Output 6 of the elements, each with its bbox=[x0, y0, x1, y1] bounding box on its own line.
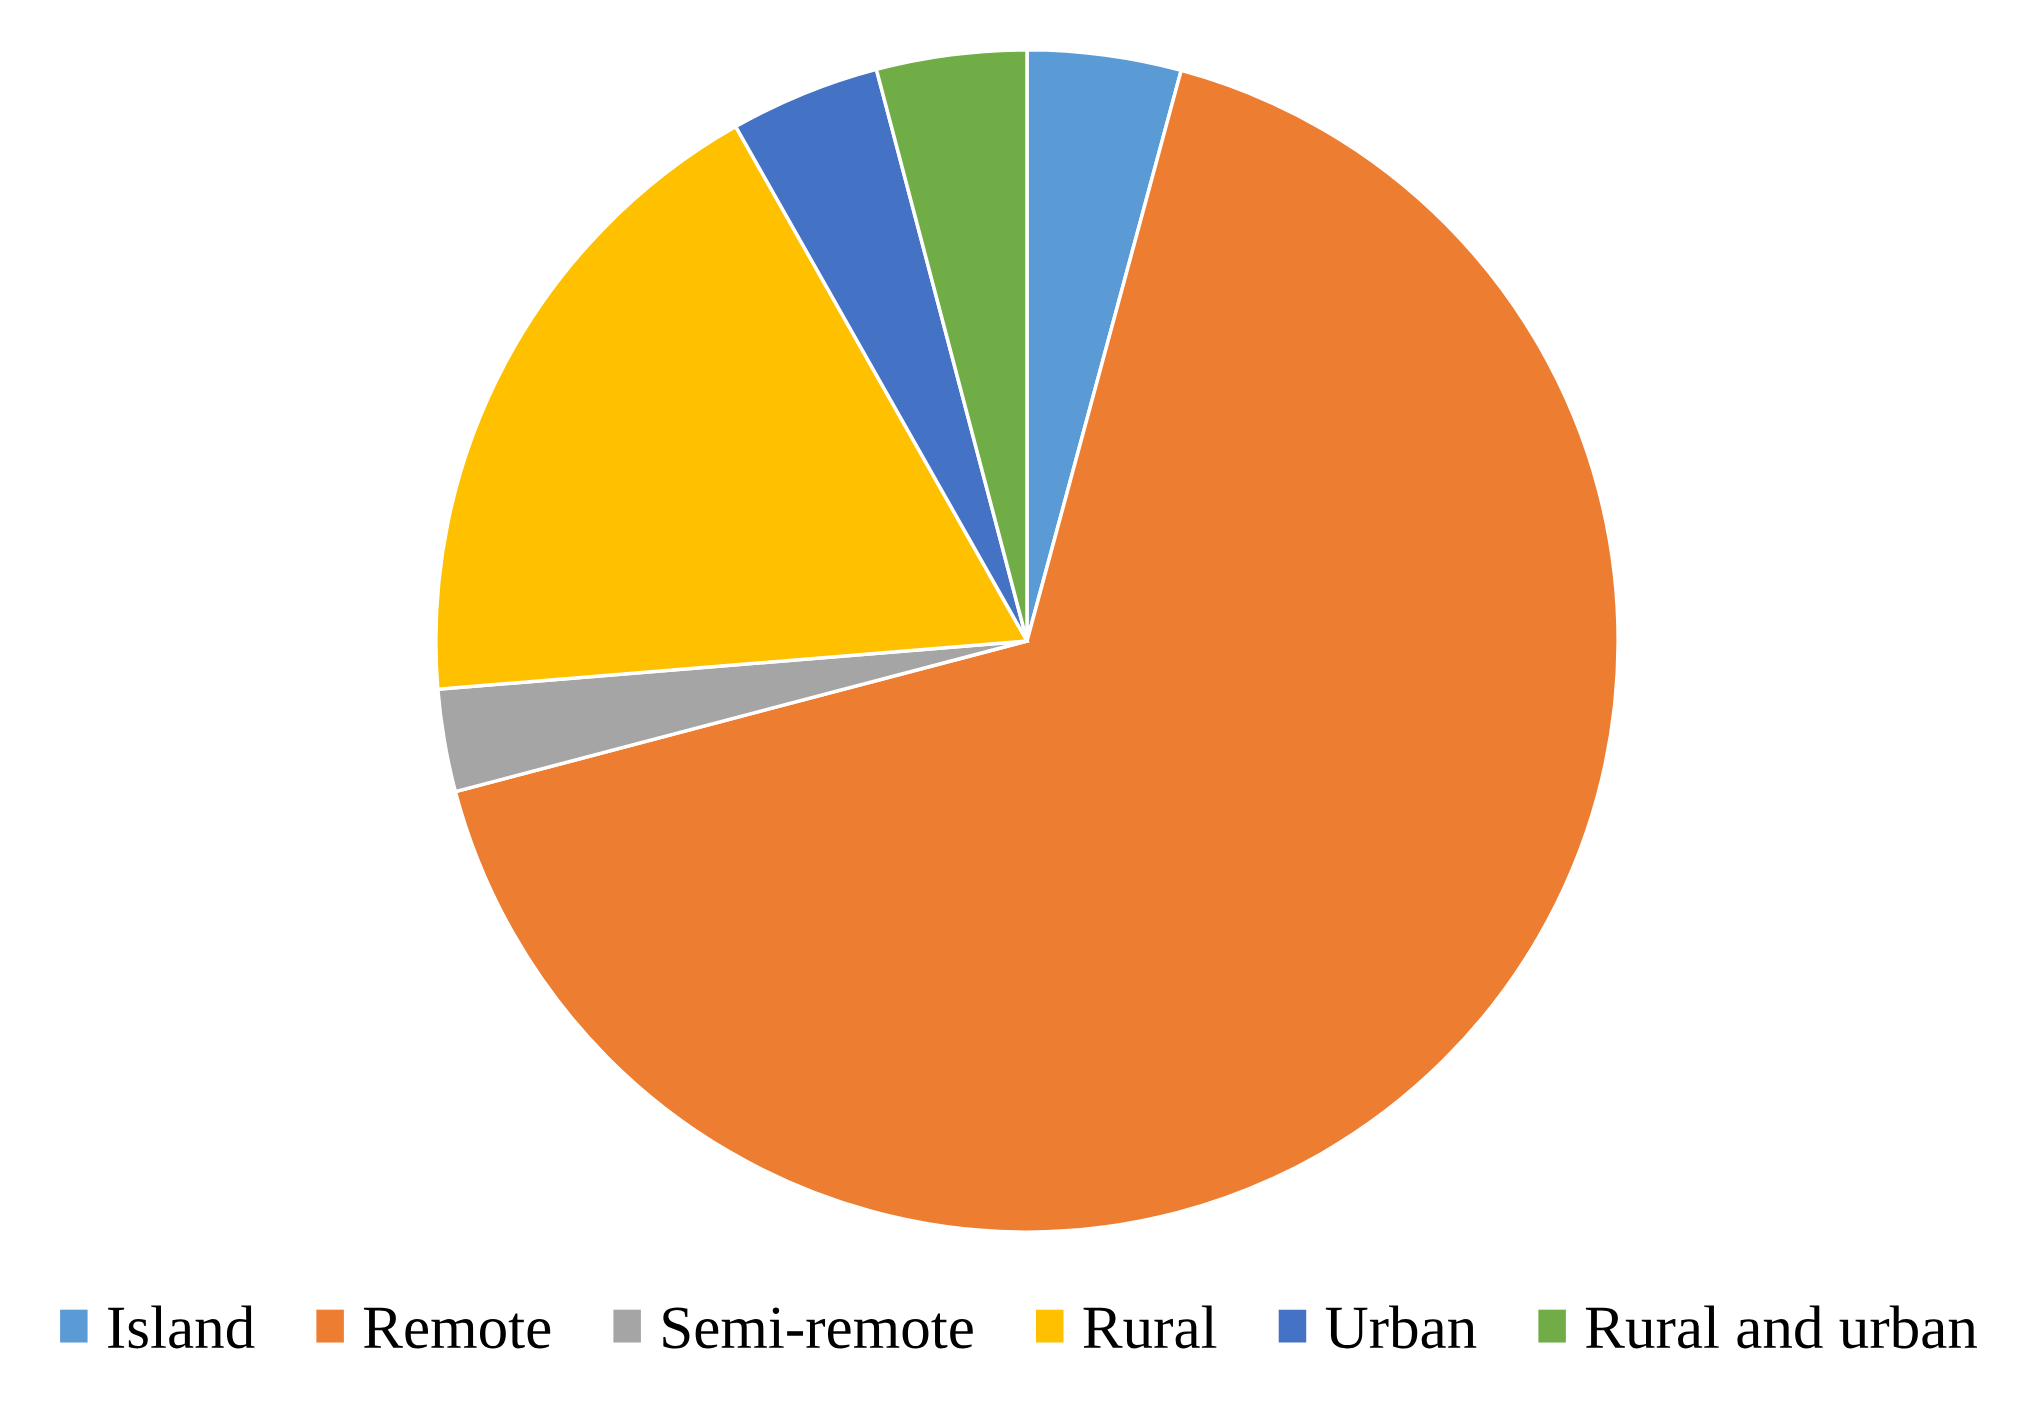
legend-label: Island bbox=[108, 1305, 255, 1349]
legend-label: Urban bbox=[1325, 1305, 1477, 1349]
legend-label: Rural and urban bbox=[1585, 1305, 1977, 1349]
legend-label: Remote bbox=[363, 1307, 551, 1349]
legend-label: Rural bbox=[1083, 1305, 1217, 1349]
legend-label: Semi-remote bbox=[663, 1307, 973, 1349]
